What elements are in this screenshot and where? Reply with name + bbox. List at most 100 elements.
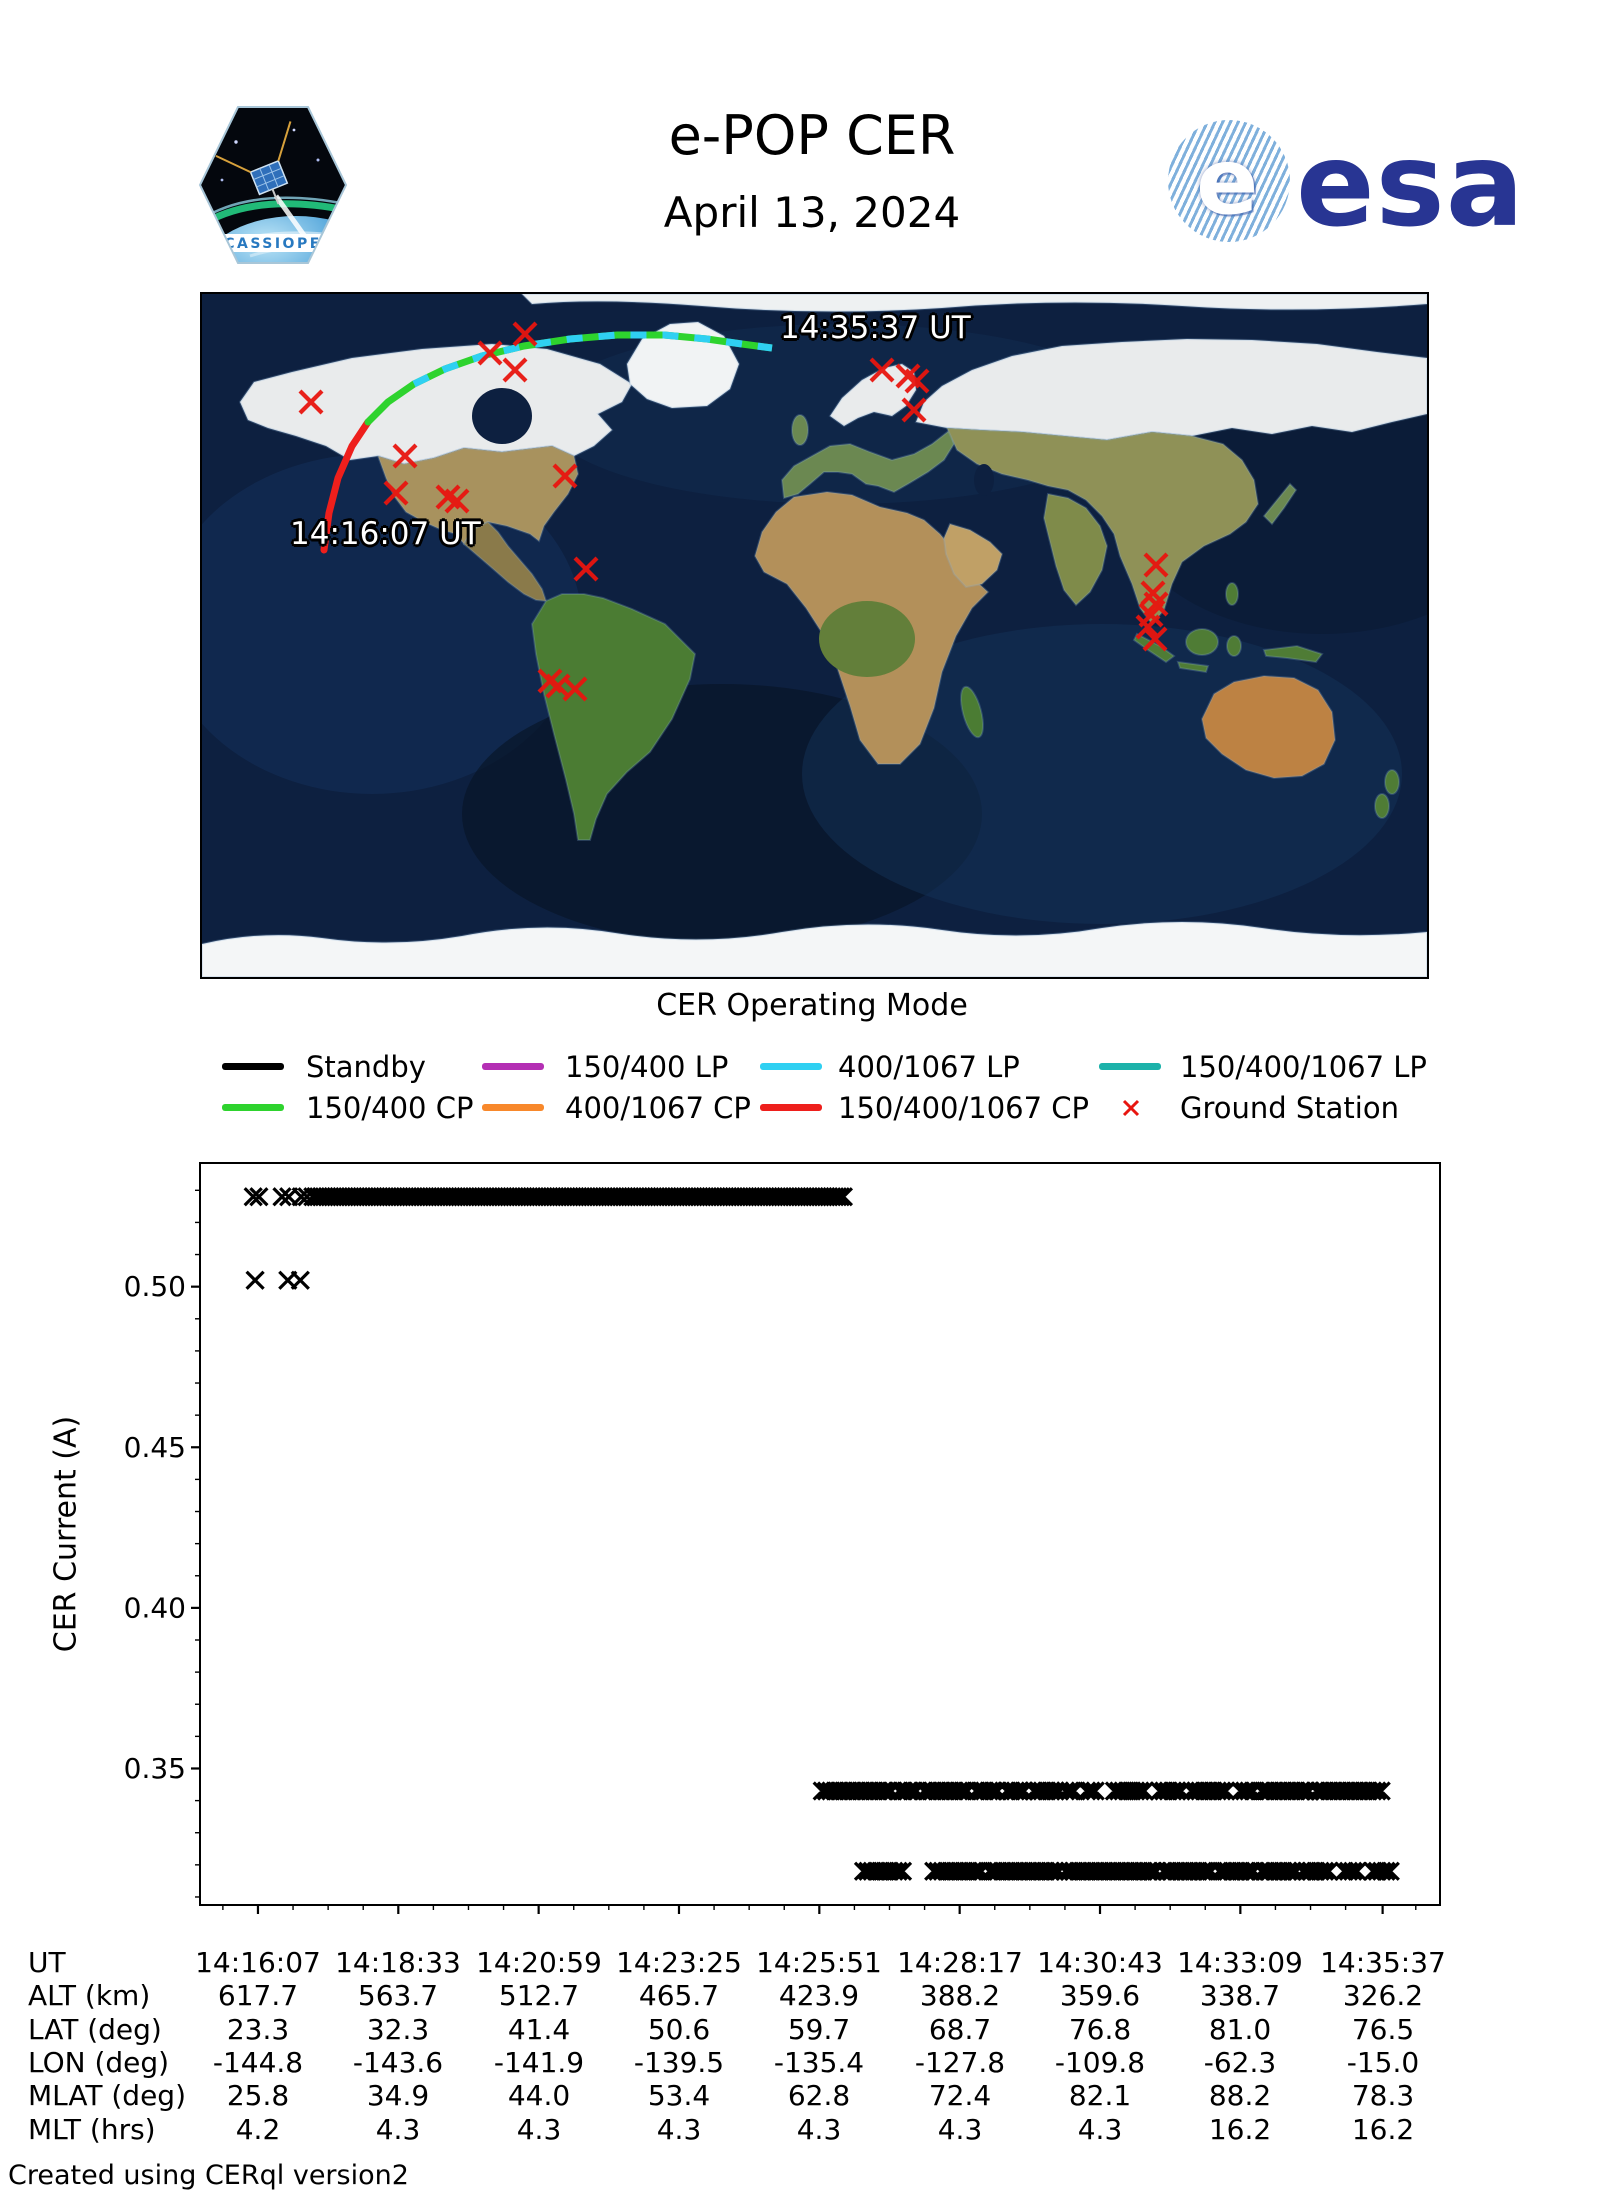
table-cell: 388.2 [919,1979,1001,2012]
scatter-markers-low-band-b [853,1861,1400,1881]
continent-central-asia [945,426,1260,626]
table-cell: -127.8 [914,2046,1006,2079]
y-tick-label: 0.40 [124,1591,186,1624]
table-cell: -144.8 [212,2046,304,2079]
table-cell: 16.2 [1351,2113,1415,2146]
scatter-markers-standby-current-high [243,1187,854,1207]
table-cell: 14:25:51 [756,1946,882,1979]
table-cell: 465.7 [638,1979,720,2012]
track-segment-cp [320,418,372,554]
table-cell: 14:35:37 [1320,1946,1446,1979]
table-cell: 44.0 [507,2079,571,2112]
table-cell: 326.2 [1342,1979,1424,2012]
track-segment-alt-green [412,331,773,388]
new-zealand-south [1374,793,1390,819]
table-cell: -135.4 [773,2046,865,2079]
legend-line-swatch [1099,1063,1161,1070]
axes-ticks [191,1189,1417,1914]
caspian-sea [974,464,994,496]
world-map: 14:35:37 UT 14:16:07 UT [162,292,1522,979]
madagascar [960,685,984,739]
table-cell: 563.7 [357,1979,439,2012]
table-cell: 78.3 [1351,2079,1415,2112]
esa-wordmark: esa [1296,118,1525,253]
table-cell: 14:28:17 [897,1946,1023,1979]
britain [791,414,809,446]
table-cell: 4.3 [1077,2113,1123,2146]
legend-entry-label: 150/400 LP [565,1050,729,1084]
table-cell: 88.2 [1208,2079,1272,2112]
table-cell: 41.4 [507,2013,571,2046]
table-cell: 53.4 [647,2079,711,2112]
cassiope-logo: CASSIOPE [198,104,348,266]
table-cell: 4.3 [937,2113,983,2146]
greenland [625,320,741,410]
legend-entry-label: 150/400/1067 CP [838,1091,1090,1125]
table-cell: 50.6 [647,2013,711,2046]
table-row-label: UT [28,1946,66,1979]
table-cell: 76.8 [1068,2013,1132,2046]
y-tick-label: 0.35 [124,1752,186,1785]
table-cell: 14:33:09 [1177,1946,1303,1979]
table-cell: -141.9 [493,2046,585,2079]
legend-line-swatch [482,1063,544,1070]
y-tick-label: 0.50 [124,1270,186,1303]
table-cell: -139.5 [633,2046,725,2079]
philippines [1225,582,1239,606]
japan [1262,482,1298,526]
scatter-markers-isolated-mid [245,1270,310,1290]
table-cell: 359.6 [1059,1979,1141,2012]
table-row-label: MLAT (deg) [28,2079,187,2112]
legend-title: CER Operating Mode [656,988,968,1023]
y-axis-label: CER Current (A) [49,1416,84,1652]
table-cell: 14:30:43 [1037,1946,1163,1979]
legend-line-swatch [760,1104,822,1111]
table-cell: -62.3 [1203,2046,1277,2079]
esa-globe-letter: e [1196,128,1259,235]
table-row-label: ALT (km) [28,1979,151,2012]
cassiope-label: CASSIOPE [224,236,322,252]
footer-credit: Created using CERql version2 [8,2160,409,2191]
sulawesi [1226,635,1242,657]
table-cell: 14:16:07 [195,1946,321,1979]
legend-entry-label: Standby [306,1050,426,1084]
table-row-label: LON (deg) [28,2046,170,2079]
australia [1200,674,1337,780]
page-date: April 13, 2024 [663,188,961,237]
table-cell: 68.7 [928,2013,992,2046]
table-cell: 14:20:59 [476,1946,602,1979]
scandinavia [828,362,918,428]
map-overlay [298,321,1169,702]
esa-globe-icon: e [1168,120,1290,242]
table-cell: 34.9 [366,2079,430,2112]
table-cell: 16.2 [1208,2113,1272,2146]
table-cell: 14:18:33 [335,1946,461,1979]
india [1042,492,1109,607]
table-cell: 4.3 [516,2113,562,2146]
table-cell: 4.2 [235,2113,281,2146]
table-cell: 25.8 [226,2079,290,2112]
table-cell: -109.8 [1054,2046,1146,2079]
cer-current-chart: 0.35 0.40 0.45 0.50 CER Current (A) [49,1162,1441,1914]
cassiope-badge-icon: CASSIOPE [198,106,348,264]
continent-usa [376,444,580,546]
antarctica [201,921,1428,978]
legend-entry-label: 150/400/1067 LP [1180,1050,1427,1084]
scatter-markers-low-band-a [812,1781,1391,1801]
continent-canada-alaska [238,342,634,466]
central-africa-green [819,601,915,677]
continent-mexico [462,520,548,603]
new-guinea [1262,644,1324,664]
borneo [1185,628,1219,656]
page-title: e-POP CER [668,104,956,167]
arabia [942,522,1004,589]
table-cell: 617.7 [217,1979,299,2012]
table-cell: 62.8 [787,2079,851,2112]
legend-line-swatch [760,1063,822,1070]
hudson-bay [472,388,532,444]
legend-entry-label: 150/400 CP [306,1091,474,1125]
world-map-svg [162,293,1522,978]
table-row-label: LAT (deg) [28,2013,162,2046]
table-row-label: MLT (hrs) [28,2113,156,2146]
